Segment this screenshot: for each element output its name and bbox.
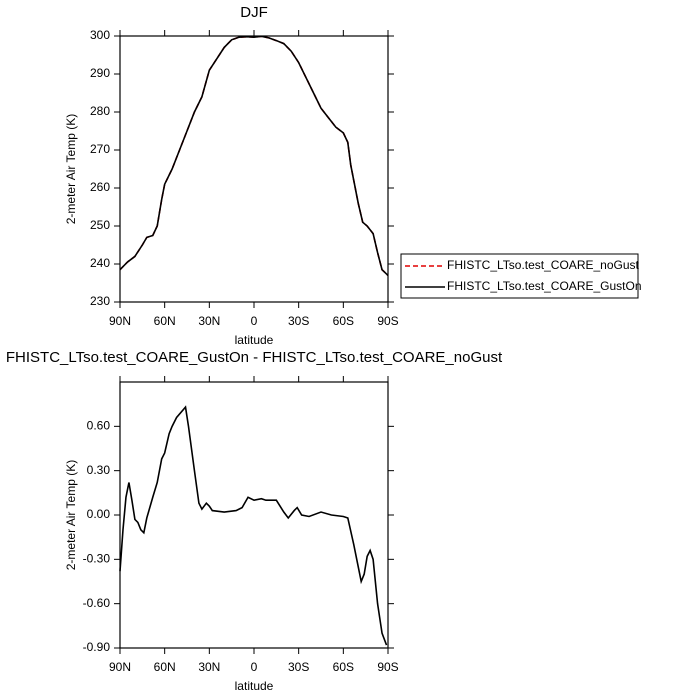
x-axis-label: latitude: [235, 333, 274, 347]
y-axis-label: 2-meter Air Temp (K): [64, 460, 78, 570]
x-tick-label: 90N: [109, 314, 131, 328]
y-tick-label: 280: [90, 104, 110, 118]
x-tick-label: 60N: [154, 660, 176, 674]
y-tick-label: 240: [90, 256, 110, 270]
y-axis-label: 2-meter Air Temp (K): [64, 114, 78, 224]
legend-box: [400, 253, 639, 299]
y-tick-label: 0.00: [87, 507, 111, 521]
x-tick-label: 90N: [109, 660, 131, 674]
data-line: [119, 405, 388, 646]
x-axis-label: latitude: [235, 679, 274, 693]
y-tick-label: -0.60: [83, 596, 111, 610]
chart-title: DJF: [240, 4, 268, 21]
x-tick-label: 30S: [288, 314, 309, 328]
legend-label: FHISTC_LTso.test_COARE_noGust: [447, 258, 640, 272]
y-tick-label: 230: [90, 294, 110, 308]
legend-label: FHISTC_LTso.test_COARE_GustOn: [447, 279, 642, 293]
data-line: [119, 35, 389, 276]
plot-frame: [119, 35, 389, 303]
y-tick-label: 0.30: [87, 463, 111, 477]
plot-frame: [119, 381, 389, 649]
x-tick-label: 60S: [333, 314, 354, 328]
y-tick-label: 300: [90, 28, 110, 42]
x-tick-label: 30S: [288, 660, 309, 674]
x-tick-label: 90S: [377, 660, 398, 674]
chart-title: FHISTC_LTso.test_COARE_GustOn - FHISTC_L…: [6, 349, 503, 366]
y-tick-label: -0.90: [83, 640, 111, 654]
x-tick-label: 60S: [333, 660, 354, 674]
x-tick-label: 30N: [198, 660, 220, 674]
y-tick-label: 270: [90, 142, 110, 156]
x-tick-label: 0: [251, 314, 258, 328]
x-tick-label: 60N: [154, 314, 176, 328]
y-tick-label: 250: [90, 218, 110, 232]
y-tick-label: -0.30: [83, 552, 111, 566]
x-tick-label: 30N: [198, 314, 220, 328]
x-tick-label: 0: [251, 660, 258, 674]
x-tick-label: 90S: [377, 314, 398, 328]
y-tick-label: 260: [90, 180, 110, 194]
data-line: [119, 35, 389, 276]
y-tick-label: 0.60: [87, 419, 111, 433]
y-tick-label: 290: [90, 66, 110, 80]
